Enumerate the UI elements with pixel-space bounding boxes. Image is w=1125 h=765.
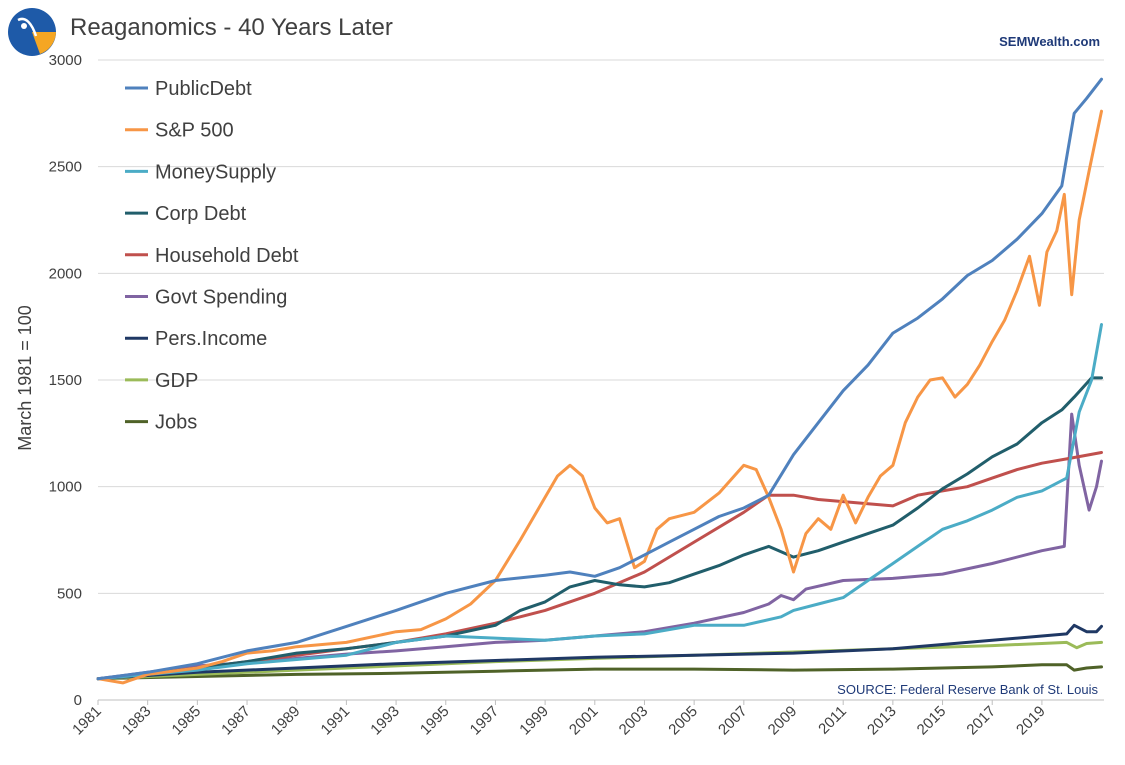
legend-label: Corp Debt xyxy=(155,203,247,225)
x-tick-label: 2015 xyxy=(914,703,950,739)
x-tick-label: 2019 xyxy=(1013,703,1049,739)
series-line-moneysupply xyxy=(96,323,1103,681)
x-tick-label: 1983 xyxy=(119,703,155,739)
chart-title: Reaganomics - 40 Years Later xyxy=(70,14,393,41)
x-tick-label: 1991 xyxy=(318,703,354,739)
y-tick-label: 3000 xyxy=(49,52,82,69)
x-tick-label: 2017 xyxy=(963,703,999,739)
series-line-s-p-500 xyxy=(96,109,1103,685)
x-tick-label: 1995 xyxy=(417,703,453,739)
y-tick-label: 1000 xyxy=(49,479,82,496)
legend-label: Household Debt xyxy=(155,245,299,267)
source-note: SOURCE: Federal Reserve Bank of St. Loui… xyxy=(837,682,1098,697)
x-tick-label: 1989 xyxy=(268,703,304,739)
x-tick-label: 2011 xyxy=(815,703,850,738)
legend-label: PublicDebt xyxy=(155,78,252,100)
x-tick-label: 2013 xyxy=(864,703,900,739)
semwealth-logo-icon xyxy=(8,8,56,56)
series-line-govt-spending xyxy=(96,412,1103,681)
y-tick-label: 2500 xyxy=(49,159,82,176)
legend-label: S&P 500 xyxy=(155,120,234,142)
x-tick-label: 1997 xyxy=(467,703,503,739)
legend: PublicDebt S&P 500 MoneySupply Corp Debt Hou… xyxy=(125,78,299,434)
legend-label: GDP xyxy=(155,370,198,392)
x-tick-label: 1985 xyxy=(169,703,205,739)
legend-label: Jobs xyxy=(155,412,197,434)
y-tick-label: 1500 xyxy=(49,372,82,389)
y-tick-label: 500 xyxy=(57,585,82,602)
y-axis-label: March 1981 = 100 xyxy=(15,305,35,451)
series-line-pers-income xyxy=(96,623,1103,681)
y-tick-label: 2000 xyxy=(49,265,82,282)
series-line-jobs xyxy=(96,663,1103,681)
x-tick-label: 1999 xyxy=(516,703,552,739)
x-tick-label: 2005 xyxy=(665,703,701,739)
brand-label: SEMWealth.com xyxy=(999,34,1100,49)
x-tick-label: 2009 xyxy=(765,703,801,739)
x-tick-label: 2007 xyxy=(715,703,751,739)
x-tick-label: 1993 xyxy=(367,703,403,739)
legend-label: Pers.Income xyxy=(155,328,267,350)
x-tick-label: 1987 xyxy=(218,703,254,739)
x-tick-label: 2001 xyxy=(566,703,602,739)
legend-label: MoneySupply xyxy=(155,161,276,183)
y-tick-label: 0 xyxy=(74,692,82,709)
series-line-publicdebt xyxy=(96,77,1103,681)
series-line-corp-debt xyxy=(96,376,1103,681)
series-lines xyxy=(96,77,1103,685)
legend-label: Govt Spending xyxy=(155,287,287,309)
x-tick-label: 2003 xyxy=(616,703,652,739)
